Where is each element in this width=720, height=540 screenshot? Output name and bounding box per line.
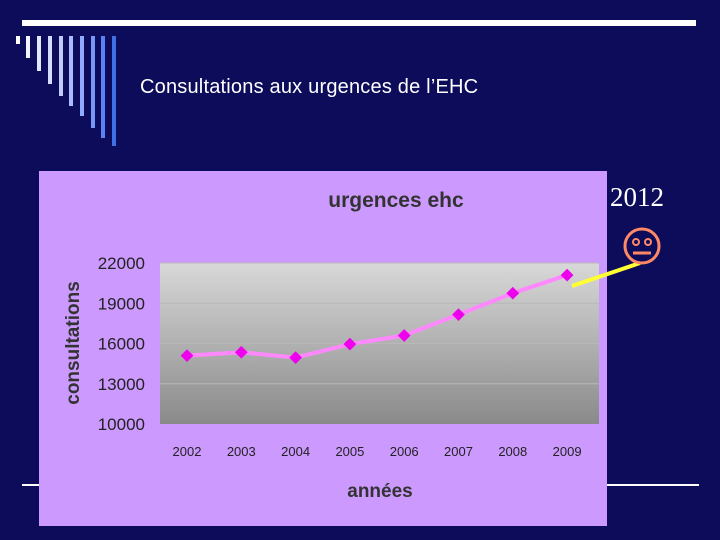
annotation-year: 2012 [610,182,664,212]
top-rule [22,20,696,26]
decorative-bar [48,36,52,84]
y-tick-label: 19000 [98,294,145,313]
x-tick-label: 2007 [444,444,473,459]
decorative-bar [59,36,63,96]
x-axis-label: années [347,481,412,502]
decorative-bars [16,36,126,151]
decorative-bar [101,36,105,138]
data-point [343,337,357,351]
y-tick-label: 16000 [98,335,145,354]
bottom-rule-right [606,484,699,486]
y-tick-label: 22000 [98,254,145,273]
x-tick-label: 2003 [227,444,256,459]
decorative-bar [16,36,20,44]
x-tick-label: 2004 [281,444,310,459]
chart-title: urgences ehc [328,189,464,212]
decorative-bar [80,36,84,116]
decorative-bar [26,36,30,58]
decorative-bar [69,36,73,106]
data-point [289,351,302,364]
x-tick-label: 2006 [390,444,419,459]
line-chart: urgences ehc 10000 13000 16000 19000 22000 2… [63,189,599,502]
bottom-rule-left [22,484,40,486]
chart-panel: urgences ehc 10000 13000 16000 19000 22000 2… [39,171,607,526]
slide-title: Consultations aux urgences de l’EHC [140,76,479,98]
x-tick-label: 2002 [173,444,202,459]
smiley-face-icon [623,227,661,265]
decorative-bar [91,36,95,128]
series-line [186,273,568,360]
x-tick-label: 2008 [498,444,527,459]
x-tick-label: 2005 [335,444,364,459]
x-tick-label: 2009 [553,444,582,459]
y-tick-label: 13000 [98,375,145,394]
decorative-bar [37,36,41,71]
y-axis-label: consultations [63,281,84,405]
y-tick-label: 10000 [98,415,145,434]
decorative-bar [112,36,116,146]
